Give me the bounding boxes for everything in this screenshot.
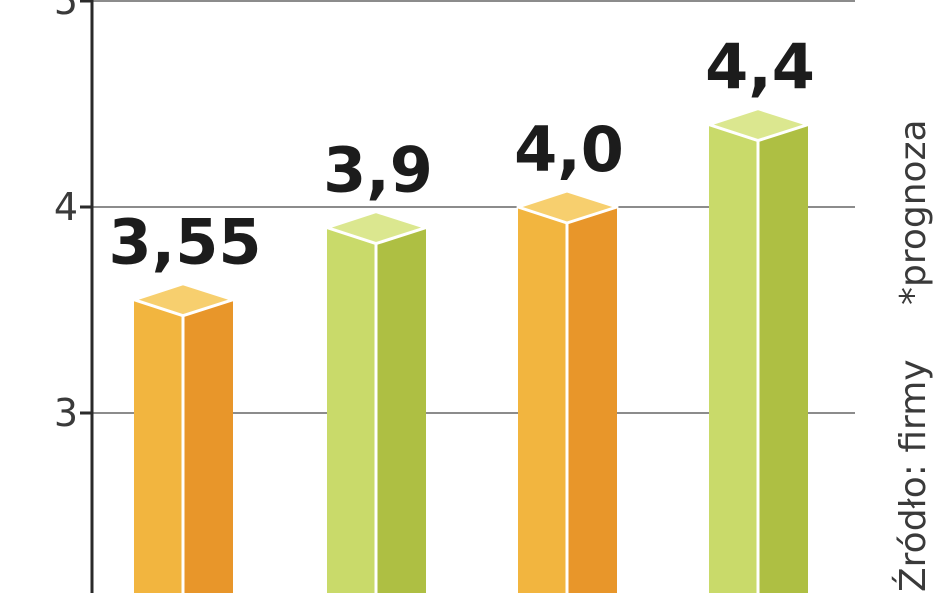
bar xyxy=(325,210,428,593)
bar xyxy=(516,189,619,593)
bar-value-label: 4,4 xyxy=(705,31,815,104)
bar-side-face xyxy=(376,227,426,593)
bar-front-face xyxy=(518,207,567,593)
bar-front-face xyxy=(709,124,758,593)
y-tick-label: 4 xyxy=(54,185,78,229)
value-labels: 3,55 3,9 4,0 4,4 xyxy=(109,31,815,279)
y-axis-ticks: 5 4 3 xyxy=(54,0,78,435)
bar-top-face xyxy=(516,189,619,225)
bar-value-label: 4,0 xyxy=(514,113,624,186)
bars xyxy=(132,107,810,593)
y-tick-label: 3 xyxy=(54,391,78,435)
bar-side-face xyxy=(758,124,808,593)
bar-front-face xyxy=(327,227,376,593)
bar-top-face xyxy=(325,210,428,246)
bar-side-face xyxy=(183,299,233,593)
bar xyxy=(707,107,810,593)
bar-top-face xyxy=(132,282,235,318)
source-note: Źródło: firmy xyxy=(892,359,934,592)
y-tick-label: 5 xyxy=(54,0,78,23)
bar-side-face xyxy=(567,207,617,593)
bar-top-face xyxy=(707,107,810,143)
bar-value-label: 3,55 xyxy=(109,206,262,279)
bar-front-face xyxy=(134,299,183,593)
forecast-note: *prognoza xyxy=(893,119,934,305)
bar xyxy=(132,282,235,593)
bar-value-label: 3,9 xyxy=(323,134,433,207)
